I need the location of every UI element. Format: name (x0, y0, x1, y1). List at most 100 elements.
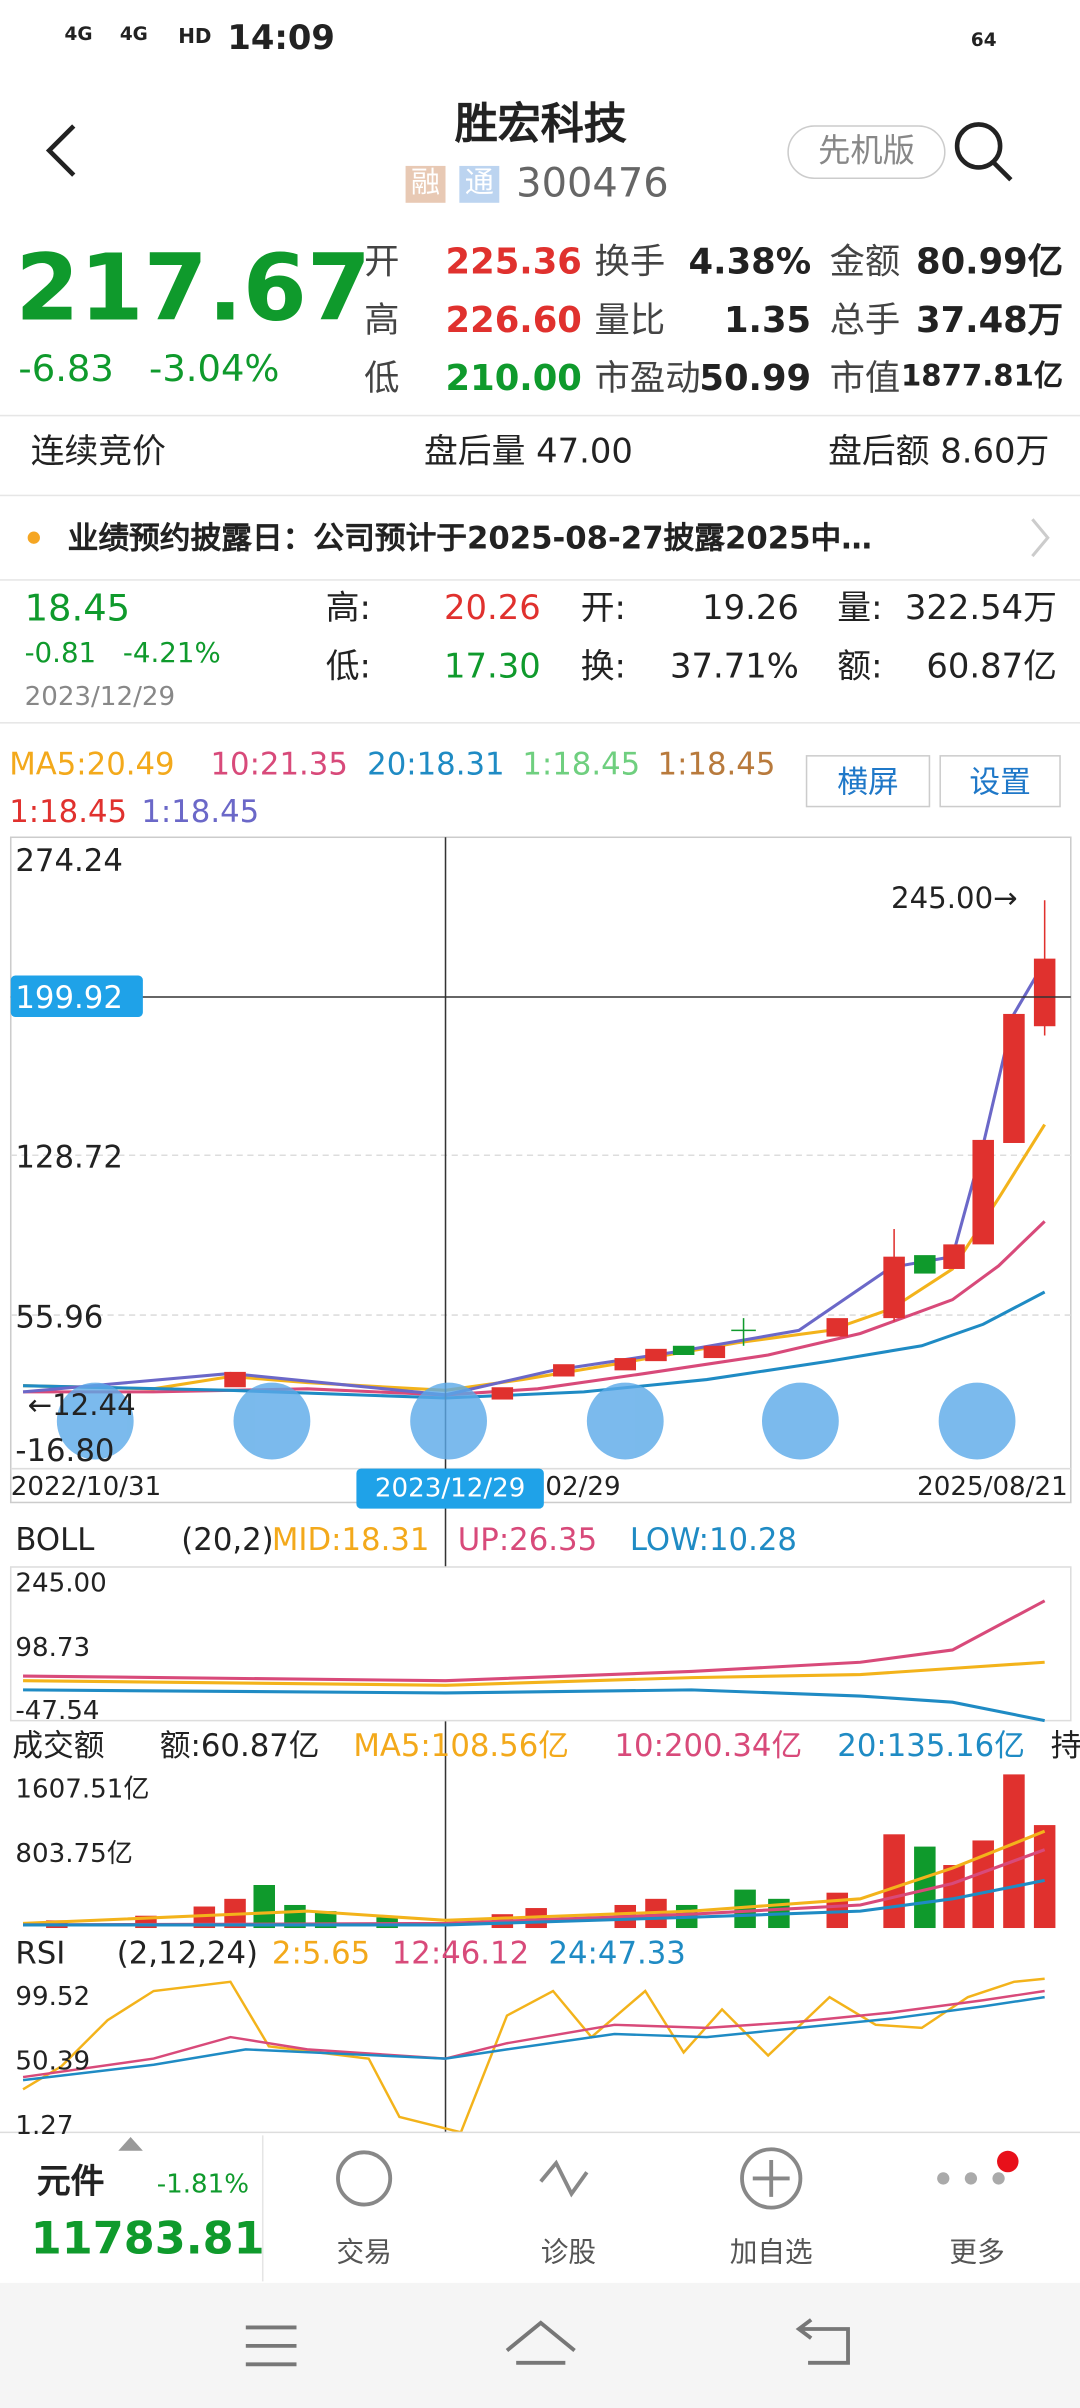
tab[interactable]: 更多 (949, 2236, 1005, 2270)
quote-label: 换手 (594, 242, 666, 283)
back-nav-icon[interactable] (795, 2318, 850, 2365)
day-label: 低: (325, 648, 371, 687)
y-tick-label: -47.54 (15, 1696, 100, 1727)
settings-button[interactable] (939, 755, 1061, 808)
mode[interactable]: 先机版 (818, 132, 915, 169)
quote-value: 210.00 (445, 359, 582, 400)
settings[interactable]: 设置 (969, 763, 1031, 801)
y-tick-label: -16.80 (15, 1431, 115, 1469)
more-icon[interactable] (937, 2172, 1005, 2185)
low-label: ←12.44 (27, 1388, 136, 1423)
search-icon[interactable] (954, 122, 1003, 170)
index-name: 元件 (36, 2163, 105, 2202)
quote-label: 开 (364, 242, 400, 283)
session: 连续竞价 (30, 433, 166, 472)
cursor-date: 2023/12/29 (374, 1473, 526, 1505)
ma-legend: 1:18.45 (522, 745, 641, 782)
day-label: 高: (325, 589, 371, 629)
y-tick-label: 128.72 (15, 1138, 123, 1176)
high-label: 245.00→ (891, 881, 1018, 916)
bottom-bar (0, 2132, 1080, 2282)
params: (2,12,24) (116, 1934, 259, 1972)
net: 4G (119, 23, 148, 45)
rsi-24 (22, 1995, 1045, 2082)
home-icon[interactable] (505, 2320, 576, 2365)
y-tick-label: 55.96 (15, 1298, 104, 1336)
day-label: 额: (837, 648, 883, 687)
trade-icon[interactable] (336, 2150, 393, 2207)
add-icon[interactable] (740, 2147, 803, 2210)
ma-legend: 1:18.45 (9, 792, 128, 830)
ma20-line (23, 1290, 1046, 1400)
index-value: 11783.81 (30, 2212, 265, 2265)
params: (20,2) (181, 1520, 274, 1558)
notice[interactable]: 业绩预约披露日：公司预计于2025-08-27披露2025中… (67, 519, 872, 557)
y-tick-label: 1607.51亿 (15, 1774, 150, 1806)
expand-icon[interactable] (118, 2136, 143, 2151)
chevron[interactable] (1031, 518, 1050, 558)
ma-legend: 10:21.35 (210, 745, 348, 782)
quote-label: 市盈动 (594, 359, 701, 400)
landscape-button[interactable] (805, 755, 931, 808)
quote-label: 高 (364, 301, 400, 342)
boll-mid: MID:18.31 (271, 1520, 430, 1558)
boll-frame (9, 1566, 1072, 1722)
tag: 通 (464, 165, 494, 200)
stock-name: 胜宏科技 (454, 98, 627, 150)
landscape[interactable]: 横屏 (837, 763, 899, 801)
rsi-12 (22, 1989, 1045, 2079)
notice-dot (27, 531, 40, 544)
indicator[interactable]: BOLL (15, 1520, 95, 1558)
y-tick-label: 803.75亿 (15, 1838, 133, 1870)
quote-label: 金额 (829, 242, 901, 283)
boll-mid (23, 1660, 1045, 1687)
quote-value: 1.35 (723, 301, 812, 342)
quote-value: 225.36 (445, 242, 582, 283)
tab[interactable]: 加自选 (729, 2236, 813, 2270)
date-label: 2025/08/21 (917, 1471, 1068, 1503)
index-pct: -1.81% (156, 2169, 250, 2200)
notice-bg (0, 494, 1080, 580)
price: 217.67 (15, 235, 372, 343)
day-label: 换: (580, 648, 626, 687)
tab[interactable]: 诊股 (540, 2236, 597, 2270)
indicator[interactable]: 成交额 (12, 1726, 105, 1764)
time: 14:09 (227, 19, 335, 59)
quote-value: 4.38% (688, 242, 812, 283)
tag-bg (459, 165, 500, 203)
quote-label: 量比 (594, 301, 666, 342)
chart-controls[interactable] (56, 1382, 1016, 1460)
battery: 64 (970, 29, 997, 51)
kline-frame (9, 836, 1072, 1504)
quote-value: 37.48万 (915, 301, 1064, 342)
day-value: 37.71% (669, 648, 799, 687)
quote-value: 50.99 (699, 359, 812, 400)
y-tick-label: 245.00 (15, 1568, 107, 1600)
change-pct: -3.04% (149, 347, 280, 391)
boll-low (23, 1688, 1045, 1723)
amount-ma5 (22, 1829, 1046, 1925)
day-value: 19.26 (702, 589, 799, 629)
back-icon[interactable] (45, 124, 76, 177)
day-value: 20.26 (444, 589, 541, 629)
date-label: 2022/10/31 (10, 1471, 162, 1503)
indicator[interactable]: RSI (15, 1934, 66, 1972)
diagnose-icon[interactable] (539, 2159, 589, 2198)
menu-icon[interactable] (245, 2325, 297, 2367)
y-tick-label: 50.39 (15, 2046, 91, 2078)
net: 4G (64, 23, 93, 45)
date-label: 02/29 (545, 1471, 621, 1503)
day-label: 开: (580, 589, 626, 629)
rsi-12: 12:46.12 (391, 1934, 530, 1972)
candles (224, 900, 1056, 1400)
y-tick-label: 99.52 (15, 1981, 91, 2013)
day-date: 2023/12/29 (24, 682, 176, 713)
mode-pill[interactable] (787, 125, 946, 179)
amount-cur: 额:60.87亿 (159, 1726, 320, 1764)
day-label: 量: (837, 589, 883, 629)
hd: HD (178, 26, 212, 50)
badge (997, 2150, 1019, 2173)
tab[interactable]: 交易 (336, 2236, 392, 2270)
